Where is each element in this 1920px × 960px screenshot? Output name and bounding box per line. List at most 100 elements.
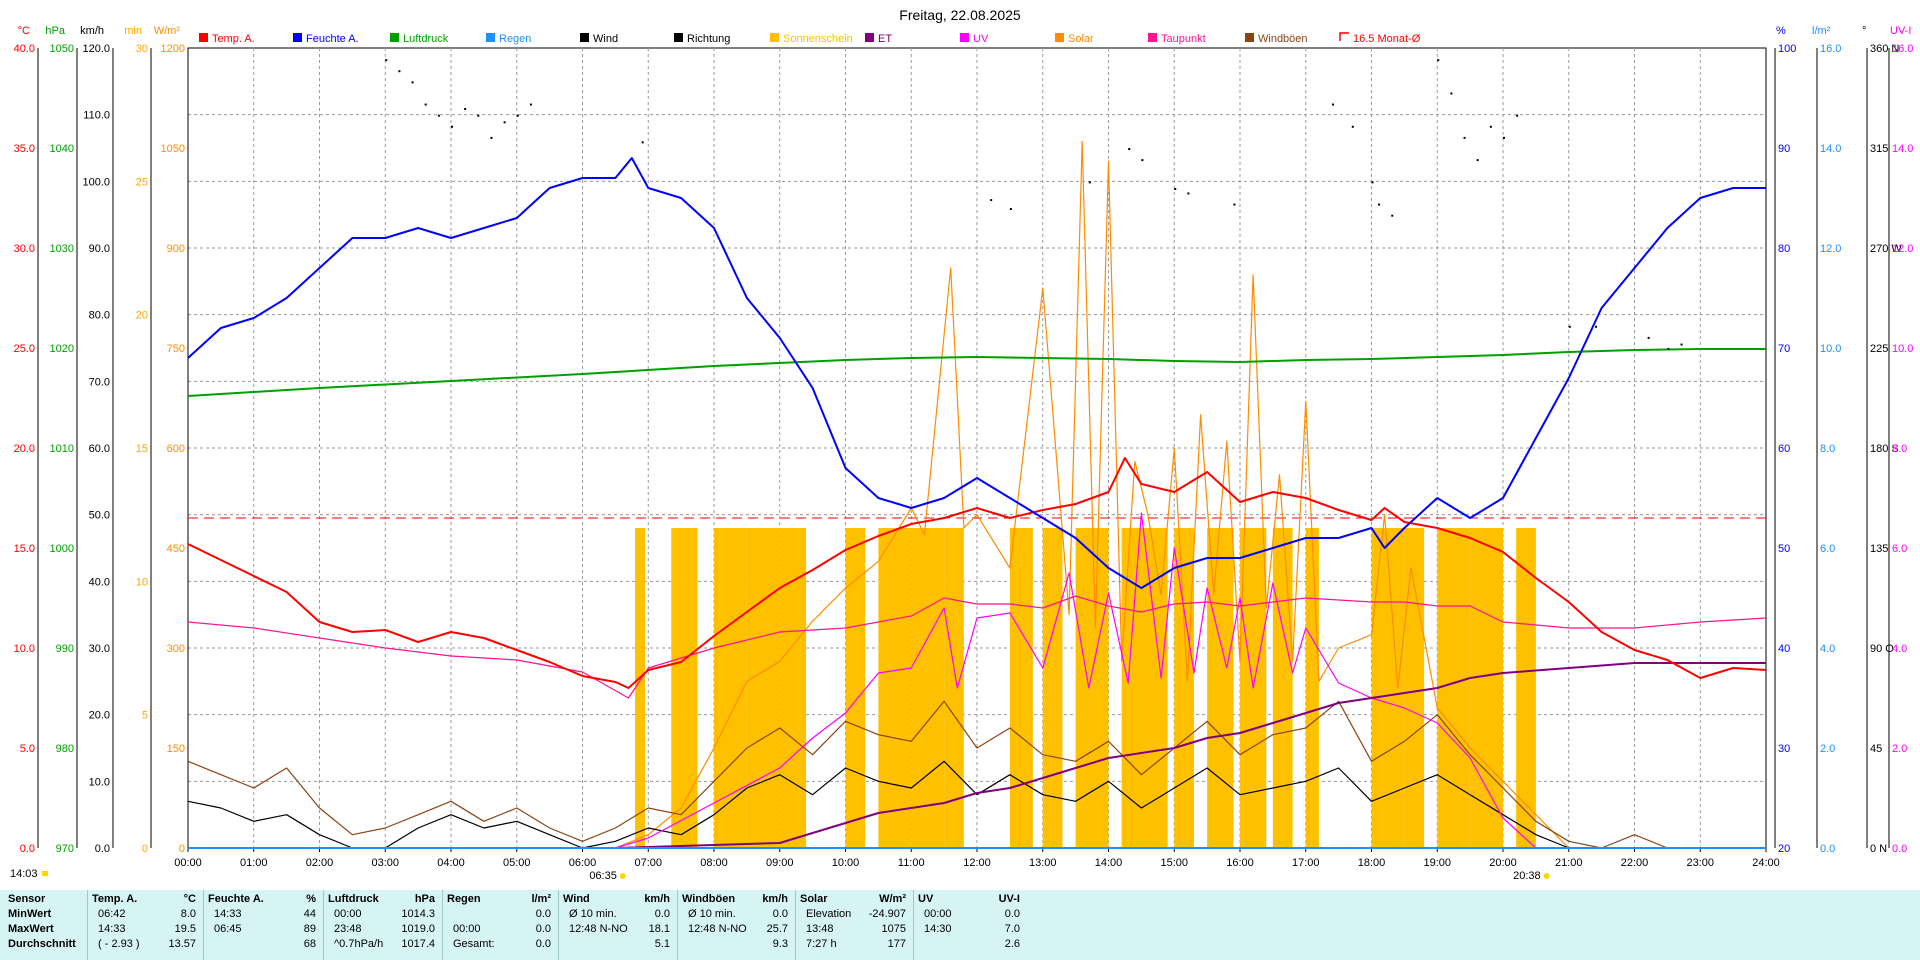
- axis-tick-label: 0: [142, 843, 148, 855]
- wind-direction-dot: [1476, 159, 1479, 162]
- legend-swatch: [770, 33, 779, 42]
- chart-title: Freitag, 22.08.2025: [899, 7, 1021, 23]
- sunset-label: 20:38: [1513, 870, 1541, 882]
- stats-value: 0.0: [1004, 908, 1020, 920]
- x-tick-label: 06:00: [569, 857, 597, 869]
- stats-group-unit: l/m²: [531, 893, 551, 905]
- stats-value: 13.57: [168, 938, 196, 950]
- axis-tick-label: 14.0: [1820, 143, 1841, 155]
- stats-time: 14:33: [214, 908, 242, 920]
- stats-group-title: Temp. A.: [92, 893, 138, 905]
- axis-tick-label: 45: [1870, 743, 1882, 755]
- wind-direction-dot: [464, 108, 467, 110]
- sunshine-bar: [1404, 528, 1425, 848]
- axis-tick-label: 10: [136, 576, 148, 588]
- axis-tick-label: 16.0: [1892, 43, 1913, 55]
- x-tick-label: 12:00: [963, 857, 991, 869]
- x-tick-label: 19:00: [1423, 857, 1451, 869]
- wind-direction-dot: [451, 125, 453, 128]
- legend-swatch: [199, 33, 208, 42]
- axis-left: 120.0 110.0 100.0 90.0 80.0 70.0 60.0 50.0 40.0 3…: [82, 43, 114, 855]
- axis-tick-label: 315: [1870, 143, 1888, 155]
- x-tick-label: 09:00: [766, 857, 794, 869]
- stats-separator: [442, 890, 443, 960]
- legend-swatch: [486, 33, 495, 42]
- wind-direction-dot: [1437, 59, 1440, 62]
- axis-tick-label: 0.0: [1820, 843, 1835, 855]
- series-line-luftdruck: [187, 348, 1766, 397]
- axis-tick-label: 15: [136, 443, 148, 455]
- stats-time: 7:27 h: [806, 938, 837, 950]
- axis-tick-label: 980: [56, 743, 74, 755]
- axis-tick-label: 50.0: [89, 510, 110, 522]
- legend-label: Temp. A.: [212, 33, 255, 45]
- current-time-icon: [42, 871, 48, 876]
- legend-item: Feuchte A.: [293, 33, 359, 45]
- stats-group-title: Feuchte A.: [208, 893, 264, 905]
- wind-direction-dot: [1009, 208, 1012, 210]
- stats-row-label: Durchschnitt: [8, 938, 76, 950]
- stats-value: 1014.3: [401, 908, 435, 920]
- stats-value: 1075: [881, 923, 906, 935]
- axis-tick-label: 8.0: [1892, 443, 1907, 455]
- stats-group-unit: °C: [183, 893, 196, 905]
- stats-time: Ø 10 min.: [569, 908, 617, 920]
- axis-tick-label: 90: [1778, 143, 1790, 155]
- axis-unit-header: l/m²: [1812, 25, 1831, 37]
- axis-tick-label: 1030: [50, 243, 74, 255]
- x-tick-label: 05:00: [503, 857, 531, 869]
- axis-tick-label: 25: [136, 176, 148, 188]
- axis-tick-label: 10.0: [14, 643, 35, 655]
- stats-value: 7.0: [1004, 923, 1020, 935]
- axis-tick-label: 110.0: [83, 110, 110, 122]
- axis-tick-label: 0.0: [20, 843, 35, 855]
- stats-value: 44: [303, 908, 316, 920]
- wind-direction-dot: [1088, 181, 1091, 184]
- stats-separator: [87, 890, 88, 960]
- sunshine-bar: [671, 528, 698, 848]
- x-tick-label: 01:00: [240, 857, 268, 869]
- axis-tick-label: 150: [167, 743, 185, 755]
- stats-value: 1017.4: [401, 938, 435, 950]
- axis-tick-label: 100: [1778, 43, 1796, 55]
- legend-item: Wind: [580, 33, 618, 45]
- stats-time: 00:00: [453, 923, 481, 935]
- axis-tick-label: 900: [167, 243, 185, 255]
- legend-item: Richtung: [674, 33, 730, 45]
- series-line-solar: [188, 140, 1766, 849]
- axis-tick-label: 180 S: [1870, 443, 1899, 455]
- wind-direction-dot: [1128, 148, 1131, 150]
- axis-unit-header: W/m²: [154, 25, 181, 37]
- axis-tick-label: 4.0: [1892, 643, 1907, 655]
- stats-time: 14:30: [924, 923, 952, 935]
- stats-time: 12:48 N-NO: [688, 923, 747, 935]
- stats-group-unit: %: [306, 893, 316, 905]
- legend-label: Windböen: [1258, 33, 1308, 45]
- axis-tick-label: 10.0: [1892, 343, 1913, 355]
- wind-direction-dot: [1391, 214, 1394, 217]
- wind-direction-dot: [1141, 159, 1144, 162]
- legend-label: Sonnenschein: [783, 33, 853, 45]
- stats-group-unit: hPa: [414, 893, 435, 905]
- sunshine-bar: [746, 528, 780, 848]
- sunshine-bar: [1042, 528, 1063, 848]
- axis-tick-label: 2.0: [1892, 743, 1907, 755]
- stats-time: 12:48 N-NO: [569, 923, 628, 935]
- stats-time: 14:33: [98, 923, 126, 935]
- stats-value: 8.0: [180, 908, 196, 920]
- axis-tick-label: 120.0: [82, 43, 110, 55]
- sunshine-bar: [1075, 528, 1109, 848]
- axis-tick-label: 30.0: [14, 243, 35, 255]
- legend-item: Luftdruck: [390, 33, 449, 45]
- axis-unit-header: °C: [18, 25, 30, 37]
- stats-separator: [558, 890, 559, 960]
- x-tick-label: 14:00: [1095, 857, 1123, 869]
- axis-tick-label: 16.0: [1820, 43, 1841, 55]
- series-line-wind: [187, 760, 1766, 849]
- axis-tick-label: 50: [1778, 543, 1790, 555]
- wind-direction-dot: [1595, 325, 1598, 328]
- axis-tick-label: 6.0: [1820, 543, 1835, 555]
- wind-direction-dot: [516, 114, 519, 117]
- series-line-et: [188, 662, 1766, 849]
- series-line-temp-a: [187, 457, 1767, 689]
